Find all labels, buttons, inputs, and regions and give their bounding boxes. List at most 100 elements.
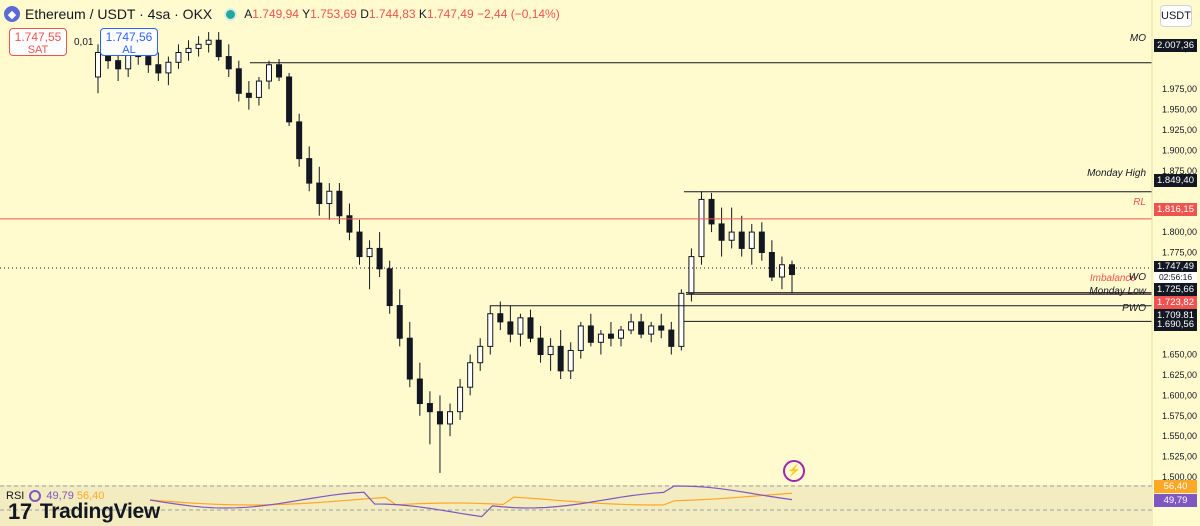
- candle-body: [215, 39, 222, 58]
- candle-body: [477, 345, 484, 364]
- candle: [457, 379, 464, 420]
- candle: [638, 313, 645, 339]
- candle: [406, 321, 413, 388]
- rsi-pane: [0, 485, 1152, 526]
- levels: [0, 62, 1152, 322]
- candle-body: [366, 247, 373, 258]
- candle-body: [557, 345, 564, 372]
- lightning-icon[interactable]: ⚡: [783, 460, 805, 482]
- candle: [436, 395, 443, 473]
- candle-body: [306, 158, 313, 184]
- candle: [426, 391, 433, 445]
- candle: [698, 191, 705, 265]
- rsi-line: [149, 485, 793, 518]
- ethereum-icon: ◆: [4, 6, 20, 22]
- candle: [597, 330, 604, 355]
- candle-body: [115, 60, 122, 70]
- level-label-wo: WO: [1128, 272, 1146, 283]
- candle: [718, 207, 725, 257]
- candle: [416, 362, 423, 416]
- candle: [296, 113, 303, 167]
- candle-body: [517, 317, 524, 335]
- candle: [356, 219, 363, 265]
- candle-body: [276, 64, 283, 78]
- tradingview-logo[interactable]: 17 TradingView: [8, 499, 160, 524]
- y-tick-label: 1.525,00: [1162, 452, 1197, 462]
- candle-body: [497, 313, 504, 323]
- chart-header: ◆ Ethereum / USDT · 4sa · OKX A1.749,94 …: [4, 3, 560, 25]
- candle: [336, 183, 343, 224]
- price-tag-pwo: 1.690,56: [1154, 318, 1197, 331]
- candle: [517, 313, 524, 347]
- candle: [628, 313, 635, 335]
- buy-button[interactable]: 1.747,56 AL: [100, 28, 158, 56]
- candle-body: [577, 325, 584, 351]
- y-tick-label: 1.775,00: [1162, 248, 1197, 258]
- level-label-pwo: PWO: [1122, 303, 1146, 314]
- candle: [557, 330, 564, 380]
- candle-body: [145, 56, 152, 66]
- y-tick-label: 1.875,00: [1162, 166, 1197, 176]
- candle: [316, 166, 323, 216]
- candle-body: [718, 223, 725, 241]
- candle: [255, 76, 262, 106]
- y-tick-label: 1.900,00: [1162, 145, 1197, 155]
- candle: [195, 36, 202, 57]
- candle-body: [768, 252, 775, 278]
- candle-body: [416, 378, 423, 405]
- candle-body: [708, 198, 715, 225]
- candle-body: [597, 333, 604, 343]
- candle: [366, 240, 373, 290]
- candle-body: [789, 264, 795, 276]
- candle-body: [195, 43, 202, 49]
- candle-body: [316, 182, 323, 205]
- candle-body: [728, 231, 735, 241]
- candle: [537, 325, 544, 363]
- candle-body: [436, 411, 443, 425]
- candle: [668, 321, 675, 355]
- symbol-title[interactable]: Ethereum / USDT · 4sa · OKX: [25, 6, 213, 22]
- candle-body: [658, 325, 665, 331]
- candle-body: [758, 231, 765, 254]
- candles: [95, 32, 795, 473]
- candle: [547, 338, 554, 371]
- candle: [738, 215, 745, 257]
- spread-value: 0,01: [74, 37, 94, 48]
- price-tag-monday-high: 1.849,40: [1154, 174, 1197, 187]
- candle-body: [396, 305, 403, 339]
- price-tag-mo: 2.007,36: [1154, 39, 1197, 52]
- market-status-icon: [224, 7, 238, 21]
- candle-body: [487, 313, 494, 347]
- candle: [567, 342, 574, 380]
- candle-body: [175, 51, 182, 63]
- candle: [658, 313, 665, 339]
- candle-body: [296, 121, 303, 160]
- rsi-settings-icon[interactable]: [29, 490, 42, 502]
- ohlc-readout: A1.749,94 Y1.753,69 D1.744,83 K1.747,49 …: [244, 7, 560, 21]
- candle: [487, 305, 494, 355]
- candle: [386, 260, 393, 314]
- sell-button[interactable]: 1.747,55 SAT: [9, 28, 67, 56]
- candle-body: [537, 337, 544, 356]
- candle: [778, 256, 785, 290]
- candle: [215, 32, 222, 61]
- currency-selector[interactable]: USDT: [1160, 5, 1192, 27]
- candle: [396, 289, 403, 347]
- candle-body: [748, 231, 755, 249]
- candle-body: [648, 325, 655, 335]
- candle-body: [356, 231, 363, 258]
- candle: [235, 60, 242, 102]
- candle: [708, 192, 715, 233]
- candle: [577, 321, 584, 359]
- candle-body: [447, 411, 454, 425]
- rsi-ma-tag: 56,40: [1154, 480, 1197, 493]
- candle-body: [527, 317, 534, 339]
- candle-body: [467, 362, 474, 388]
- rsi-legend[interactable]: RSI 49,79 56,40: [6, 490, 105, 502]
- change-readout: −2,44 (−0,14%): [477, 7, 560, 21]
- y-tick-label: 1.950,00: [1162, 105, 1197, 115]
- candle-body: [426, 403, 433, 413]
- level-label-imbalance: Imbalance: [1089, 273, 1136, 284]
- candle-body: [346, 215, 353, 233]
